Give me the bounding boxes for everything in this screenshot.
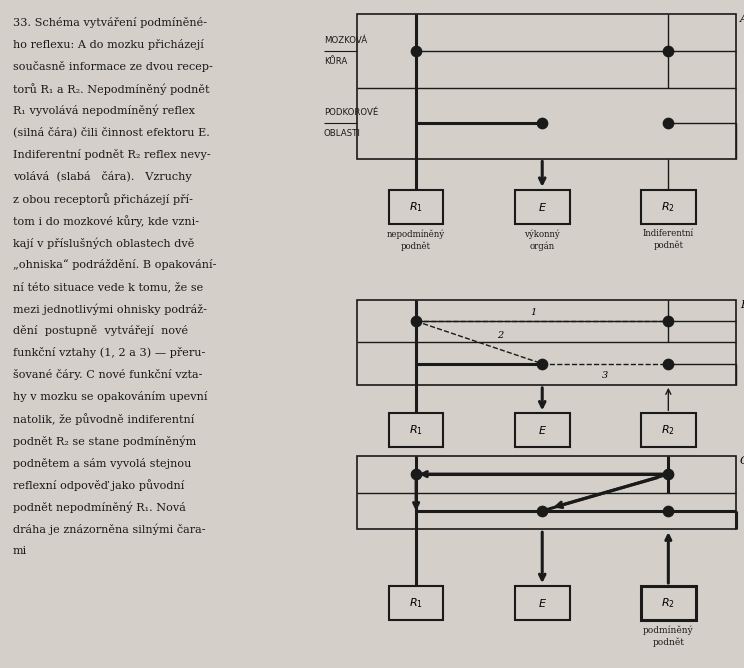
- Text: hy v mozku se opakováním upevní: hy v mozku se opakováním upevní: [13, 391, 208, 402]
- Bar: [389, 190, 443, 224]
- Point: [662, 316, 674, 327]
- Text: PODKOROVÉ: PODKOROVÉ: [324, 108, 378, 118]
- Text: tom i do mozkové kůry, kde vzni-: tom i do mozkové kůry, kde vzni-: [13, 215, 199, 227]
- Bar: [515, 190, 570, 224]
- Text: 3: 3: [602, 371, 609, 379]
- Text: z obou receptorů přicházejí pří-: z obou receptorů přicházejí pří-: [13, 193, 193, 205]
- Text: mi: mi: [13, 546, 28, 556]
- Text: 33. Schéma vytváření podmíněné-: 33. Schéma vytváření podmíněné-: [13, 17, 207, 27]
- Text: (silná čára) čili činnost efektoru E.: (silná čára) čili činnost efektoru E.: [13, 127, 210, 138]
- Text: R₁ vyvolává nepodmíněný reflex: R₁ vyvolává nepodmíněný reflex: [13, 105, 195, 116]
- Text: A: A: [740, 14, 744, 24]
- Text: Indiferentní
podnět: Indiferentní podnět: [643, 229, 694, 250]
- Text: dění  postupně  vytvářejí  nové: dění postupně vytvářejí nové: [13, 325, 188, 336]
- Text: natolik, že původně indiferentní: natolik, že původně indiferentní: [13, 413, 194, 426]
- Text: kají v příslušných oblastech dvě: kají v příslušných oblastech dvě: [13, 237, 194, 248]
- Text: mezi jednotlivými ohnisky podráž-: mezi jednotlivými ohnisky podráž-: [13, 303, 207, 315]
- Text: podmíněný
podnět: podmíněný podnět: [643, 625, 693, 647]
- Point: [662, 118, 674, 128]
- Point: [410, 316, 422, 327]
- Text: dráha je znázorněna silnými čara-: dráha je znázorněna silnými čara-: [13, 524, 205, 535]
- Bar: [515, 586, 570, 620]
- Text: „ohniska“ podráždění. B opakování-: „ohniska“ podráždění. B opakování-: [13, 259, 217, 270]
- Text: podnět R₂ se stane podmíněným: podnět R₂ se stane podmíněným: [13, 436, 196, 447]
- Bar: [389, 586, 443, 620]
- Text: OBLASTI: OBLASTI: [324, 129, 361, 138]
- Text: $R_1$: $R_1$: [409, 596, 423, 610]
- Bar: [641, 586, 696, 620]
- Point: [410, 45, 422, 56]
- Text: $R_1$: $R_1$: [409, 200, 423, 214]
- Point: [410, 469, 422, 480]
- Text: podnětem a sám vyvolá stejnou: podnětem a sám vyvolá stejnou: [13, 458, 191, 468]
- Text: ho reflexu: A do mozku přicházejí: ho reflexu: A do mozku přicházejí: [13, 39, 204, 49]
- Bar: [389, 413, 443, 447]
- Text: torů R₁ a R₂. Nepodmíněný podnět: torů R₁ a R₂. Nepodmíněný podnět: [13, 83, 210, 95]
- Bar: [641, 413, 696, 447]
- Text: Indiferentní podnět R₂ reflex nevy-: Indiferentní podnět R₂ reflex nevy-: [13, 149, 211, 160]
- Text: $E$: $E$: [538, 597, 547, 609]
- Text: 2: 2: [497, 331, 504, 339]
- Point: [536, 118, 548, 128]
- Point: [662, 358, 674, 369]
- Bar: [357, 300, 736, 385]
- Point: [662, 506, 674, 516]
- Text: $E$: $E$: [538, 200, 547, 212]
- Text: výkonný
orgán: výkonný orgán: [525, 229, 560, 250]
- Text: 1: 1: [530, 308, 537, 317]
- Text: B: B: [740, 300, 744, 310]
- Point: [536, 358, 548, 369]
- Text: $R_2$: $R_2$: [661, 200, 676, 214]
- Text: KŮRA: KŮRA: [324, 57, 347, 65]
- Text: ní této situace vede k tomu, že se: ní této situace vede k tomu, že se: [13, 281, 203, 292]
- Bar: [515, 413, 570, 447]
- Bar: [641, 190, 696, 224]
- Text: C: C: [740, 456, 744, 466]
- Text: podnět nepodmíněný R₁. Nová: podnět nepodmíněný R₁. Nová: [13, 502, 186, 513]
- Text: $E$: $E$: [538, 424, 547, 436]
- Text: šované čáry. C nové funkční vzta-: šované čáry. C nové funkční vzta-: [13, 369, 202, 381]
- Text: MOZKOVÁ: MOZKOVÁ: [324, 36, 367, 45]
- Point: [536, 506, 548, 516]
- Text: současně informace ze dvou recep-: současně informace ze dvou recep-: [13, 61, 213, 72]
- Text: reflexní odpověď jako původní: reflexní odpověď jako původní: [13, 480, 185, 492]
- Bar: [357, 456, 736, 529]
- Text: nepodmíněný
podnět: nepodmíněný podnět: [387, 229, 445, 250]
- Bar: [357, 14, 736, 158]
- Point: [662, 45, 674, 56]
- Text: $R_1$: $R_1$: [409, 424, 423, 437]
- Point: [662, 469, 674, 480]
- Text: $R_2$: $R_2$: [661, 424, 676, 437]
- Text: funkční vztahy (1, 2 a 3) — přeru-: funkční vztahy (1, 2 a 3) — přeru-: [13, 347, 205, 359]
- Text: $R_2$: $R_2$: [661, 596, 676, 610]
- Text: volává  (slabá   čára).   Vzruchy: volává (slabá čára). Vzruchy: [13, 171, 192, 182]
